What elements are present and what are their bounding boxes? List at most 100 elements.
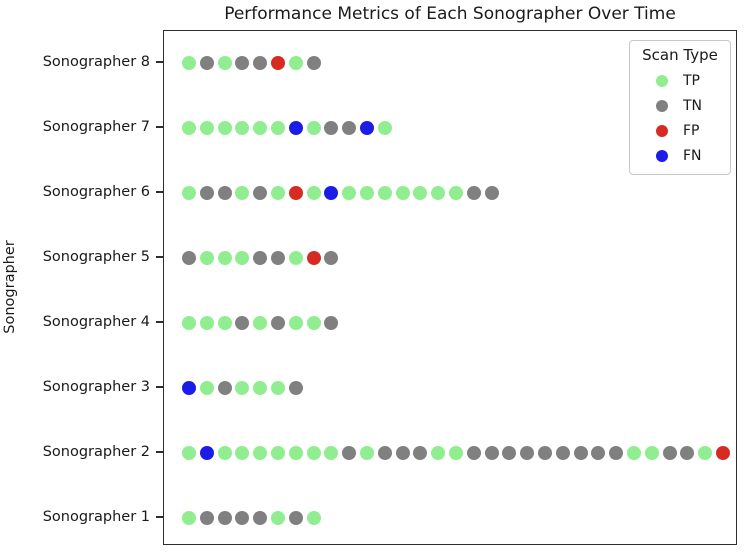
- scan-dot-tp: [217, 316, 232, 330]
- scan-dot-tn: [182, 251, 196, 265]
- scan-dot-tp: [324, 446, 339, 460]
- scan-dot-tn: [271, 251, 285, 265]
- scan-dot-tp: [182, 316, 196, 330]
- scan-dot-tn: [271, 316, 285, 330]
- scan-dot-tn: [573, 446, 588, 460]
- scan-dot-tp: [360, 446, 374, 460]
- legend-entry-fn: FN: [630, 143, 730, 168]
- chart-title: Performance Metrics of Each Sonographer …: [224, 4, 676, 24]
- scan-dot-tn: [484, 446, 499, 460]
- scan-dot-tn: [555, 446, 570, 460]
- scan-dot-tn: [324, 121, 339, 135]
- scan-dot-fn: [199, 446, 214, 460]
- scan-dot-tp: [288, 446, 303, 460]
- y-tick-label: Sonographer 4: [42, 314, 150, 330]
- scan-dot-tn: [342, 446, 357, 460]
- scan-dot-tp: [306, 511, 321, 525]
- scan-dot-tp: [199, 381, 214, 395]
- scan-dot-tp: [413, 186, 428, 200]
- y-tick-mark: [156, 451, 163, 453]
- scan-dot-tp: [698, 446, 713, 460]
- scan-dot-tp: [217, 56, 232, 70]
- scan-dot-tp: [235, 186, 250, 200]
- scan-dot-tp: [395, 186, 410, 200]
- scan-dot-fn: [288, 121, 303, 135]
- scan-dot-tn: [253, 186, 268, 200]
- scan-dot-fp: [271, 56, 285, 70]
- legend: Scan Type TP TN FP FN: [629, 40, 731, 175]
- scan-dot-tn: [199, 186, 214, 200]
- legend-entries: TP TN FP FN: [630, 68, 730, 168]
- scan-dot-tp: [235, 121, 250, 135]
- scan-dot-tp: [182, 56, 196, 70]
- scan-dot-tp: [306, 316, 321, 330]
- legend-title: Scan Type: [642, 46, 718, 64]
- scan-dot-tp: [377, 121, 392, 135]
- scan-dot-tp: [449, 186, 463, 200]
- scan-dot-tn: [217, 381, 232, 395]
- scan-dot-tp: [199, 121, 214, 135]
- scan-dot-tp: [235, 251, 250, 265]
- legend-entry-tn: TN: [630, 93, 730, 118]
- scan-dot-tn: [538, 446, 552, 460]
- scan-dot-tn: [235, 316, 250, 330]
- scan-dot-tn: [324, 316, 339, 330]
- scan-dot-tn: [199, 511, 214, 525]
- scan-dot-tp: [253, 316, 268, 330]
- y-tick-mark: [156, 191, 163, 193]
- scan-dot-tp: [253, 446, 268, 460]
- legend-dot-tp: [656, 74, 668, 87]
- scan-dot-tp: [342, 186, 357, 200]
- scan-dot-tp: [199, 316, 214, 330]
- scan-dot-tp: [644, 446, 659, 460]
- scan-dot-tp: [182, 446, 196, 460]
- scan-dot-tp: [253, 381, 268, 395]
- y-tick-mark: [156, 61, 163, 63]
- scan-dot-tn: [395, 446, 410, 460]
- scan-dot-fp: [288, 186, 303, 200]
- scan-dot-tn: [502, 446, 517, 460]
- scan-dot-tn: [662, 446, 677, 460]
- y-tick-mark: [156, 516, 163, 518]
- scan-dot-tn: [413, 446, 428, 460]
- scan-dot-tn: [342, 121, 357, 135]
- scan-dot-tp: [377, 186, 392, 200]
- scan-dot-tn: [288, 381, 303, 395]
- scan-dot-tp: [288, 251, 303, 265]
- scan-dot-tn: [466, 446, 481, 460]
- scan-dot-tp: [217, 446, 232, 460]
- plot-area: Scan Type TP TN FP FN: [163, 30, 737, 545]
- scan-dot-fn: [360, 121, 374, 135]
- scan-dot-tp: [288, 56, 303, 70]
- y-tick-label: Sonographer 8: [42, 54, 150, 70]
- scan-dot-fp: [716, 446, 730, 460]
- scan-dot-tp: [360, 186, 374, 200]
- y-tick-label: Sonographer 7: [42, 119, 150, 135]
- y-tick-label: Sonographer 5: [42, 249, 150, 265]
- scan-dot-fn: [324, 186, 339, 200]
- scan-dot-tp: [217, 251, 232, 265]
- scan-dot-tp: [235, 381, 250, 395]
- y-tick-label: Sonographer 1: [42, 509, 150, 525]
- scan-dot-tp: [306, 121, 321, 135]
- scan-dot-fn: [182, 381, 196, 395]
- scan-dot-tn: [324, 251, 339, 265]
- scan-dot-tp: [182, 186, 196, 200]
- scan-dot-tp: [271, 511, 285, 525]
- scan-dot-tn: [235, 511, 250, 525]
- y-tick-label: Sonographer 3: [42, 379, 150, 395]
- scan-dot-tp: [449, 446, 463, 460]
- legend-label: FP: [683, 122, 700, 139]
- legend-dot-fp: [656, 124, 668, 137]
- legend-label: FN: [683, 147, 702, 164]
- legend-dot-fn: [656, 149, 668, 162]
- y-tick-label: Sonographer 6: [42, 184, 150, 200]
- y-tick-label: Sonographer 2: [42, 444, 150, 460]
- scan-dot-tn: [680, 446, 695, 460]
- scan-dot-tn: [253, 251, 268, 265]
- scan-dot-tp: [182, 121, 196, 135]
- scan-dot-tn: [484, 186, 499, 200]
- scan-dot-tn: [520, 446, 535, 460]
- scan-dot-tp: [182, 511, 196, 525]
